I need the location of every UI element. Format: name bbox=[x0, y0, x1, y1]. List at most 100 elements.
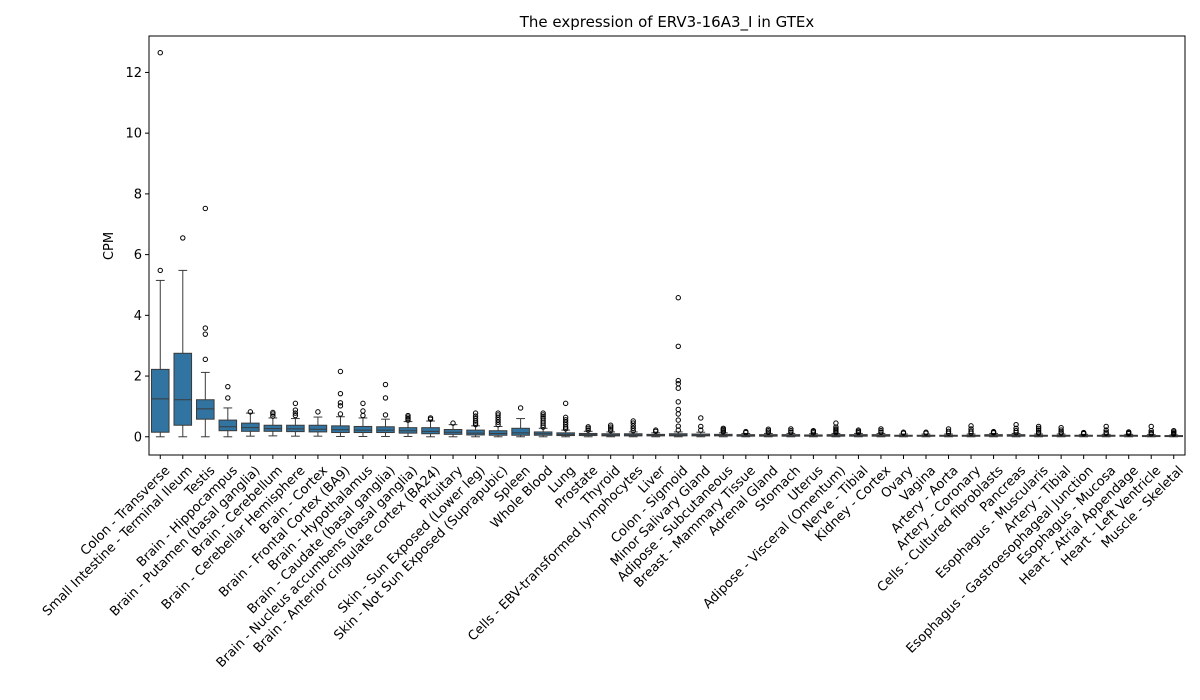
outlier-point bbox=[495, 410, 501, 416]
outlier-point bbox=[923, 429, 929, 435]
box-7 bbox=[308, 409, 328, 437]
outlier-point bbox=[405, 412, 411, 419]
box-2 bbox=[196, 205, 215, 438]
box-25 bbox=[714, 425, 733, 438]
outlier-point bbox=[540, 415, 546, 422]
outlier-point bbox=[292, 410, 299, 416]
outlier-point bbox=[472, 410, 479, 416]
outlier-point bbox=[382, 381, 389, 388]
outlier-point bbox=[675, 343, 681, 350]
outlier-point bbox=[292, 400, 299, 407]
box-15 bbox=[488, 410, 508, 438]
box-37 bbox=[984, 428, 1003, 438]
outlier-point bbox=[1148, 423, 1154, 430]
outlier-point bbox=[675, 380, 681, 387]
box-36 bbox=[961, 423, 981, 438]
box-45 bbox=[1164, 428, 1184, 438]
box-38 bbox=[1006, 421, 1026, 438]
outlier-point bbox=[900, 429, 907, 435]
outlier-point bbox=[607, 424, 614, 430]
outlier-point bbox=[225, 383, 231, 390]
box-body bbox=[308, 424, 328, 433]
box-30 bbox=[826, 420, 846, 438]
box-21 bbox=[623, 418, 643, 438]
box-32 bbox=[871, 426, 891, 438]
box-28 bbox=[781, 426, 801, 438]
outlier-point bbox=[945, 426, 952, 432]
box-16 bbox=[511, 405, 530, 438]
outlier-point bbox=[1103, 423, 1109, 430]
outlier-point bbox=[810, 428, 817, 434]
outlier-point bbox=[1148, 429, 1154, 436]
outlier-point bbox=[653, 427, 659, 433]
outlier-point bbox=[202, 331, 209, 337]
outlier-point bbox=[1103, 429, 1109, 435]
outlier-point bbox=[517, 405, 524, 411]
box-3 bbox=[218, 383, 238, 438]
outlier-point bbox=[585, 427, 591, 433]
outlier-point bbox=[1013, 428, 1019, 434]
outlier-point bbox=[337, 403, 344, 409]
box-17 bbox=[533, 410, 553, 438]
outlier-point bbox=[247, 409, 254, 415]
box-31 bbox=[849, 427, 868, 438]
outlier-point bbox=[675, 399, 681, 405]
outlier-point bbox=[180, 235, 186, 241]
outlier-point bbox=[698, 415, 704, 421]
outlier-point bbox=[337, 368, 344, 375]
outlier-point bbox=[698, 427, 704, 433]
outlier-point bbox=[360, 408, 366, 414]
outlier-point bbox=[990, 428, 997, 435]
box-9 bbox=[353, 400, 373, 437]
box-8 bbox=[331, 368, 350, 437]
y-tick-label: 8 bbox=[134, 187, 142, 202]
outlier-point bbox=[630, 425, 636, 431]
box-42 bbox=[1096, 423, 1116, 438]
outlier-point bbox=[675, 423, 681, 429]
outlier-point bbox=[337, 390, 344, 397]
box-body bbox=[150, 368, 170, 433]
outlier-point bbox=[495, 412, 501, 418]
box-18 bbox=[556, 400, 575, 438]
box-body bbox=[511, 427, 530, 436]
box-4 bbox=[241, 409, 260, 437]
outlier-point bbox=[743, 428, 749, 435]
outlier-point bbox=[855, 427, 862, 433]
outlier-point bbox=[202, 356, 209, 363]
outlier-point bbox=[1035, 425, 1042, 431]
outlier-point bbox=[675, 411, 681, 417]
outlier-point bbox=[292, 407, 299, 413]
outlier-point bbox=[1035, 427, 1042, 433]
box-23 bbox=[668, 295, 688, 438]
outlier-point bbox=[292, 412, 299, 419]
y-tick-label: 6 bbox=[134, 248, 142, 263]
outlier-point bbox=[382, 395, 389, 401]
outlier-point bbox=[698, 423, 704, 430]
outlier-point bbox=[1171, 428, 1177, 434]
outlier-point bbox=[1013, 421, 1019, 428]
box-body bbox=[331, 425, 350, 434]
outlier-point bbox=[788, 428, 794, 434]
y-axis: 0 2 4 6 8 10 12 bbox=[125, 66, 149, 445]
box-19 bbox=[578, 424, 598, 438]
outlier-point bbox=[225, 395, 231, 401]
box-14 bbox=[466, 410, 485, 438]
box-29 bbox=[804, 428, 823, 438]
outlier-point bbox=[202, 325, 209, 331]
outlier-point bbox=[675, 417, 681, 423]
outlier-point bbox=[382, 412, 389, 418]
outlier-point bbox=[337, 411, 344, 417]
outlier-point bbox=[833, 426, 839, 432]
box-24 bbox=[691, 415, 711, 438]
outlier-point bbox=[472, 415, 479, 422]
y-tick-label: 2 bbox=[134, 370, 142, 385]
outlier-point bbox=[630, 420, 636, 426]
outlier-point bbox=[540, 412, 546, 418]
outlier-point bbox=[1125, 429, 1132, 435]
box-body bbox=[218, 419, 238, 432]
outlier-point bbox=[968, 426, 974, 432]
box-body bbox=[173, 352, 193, 426]
outlier-point bbox=[450, 420, 456, 426]
